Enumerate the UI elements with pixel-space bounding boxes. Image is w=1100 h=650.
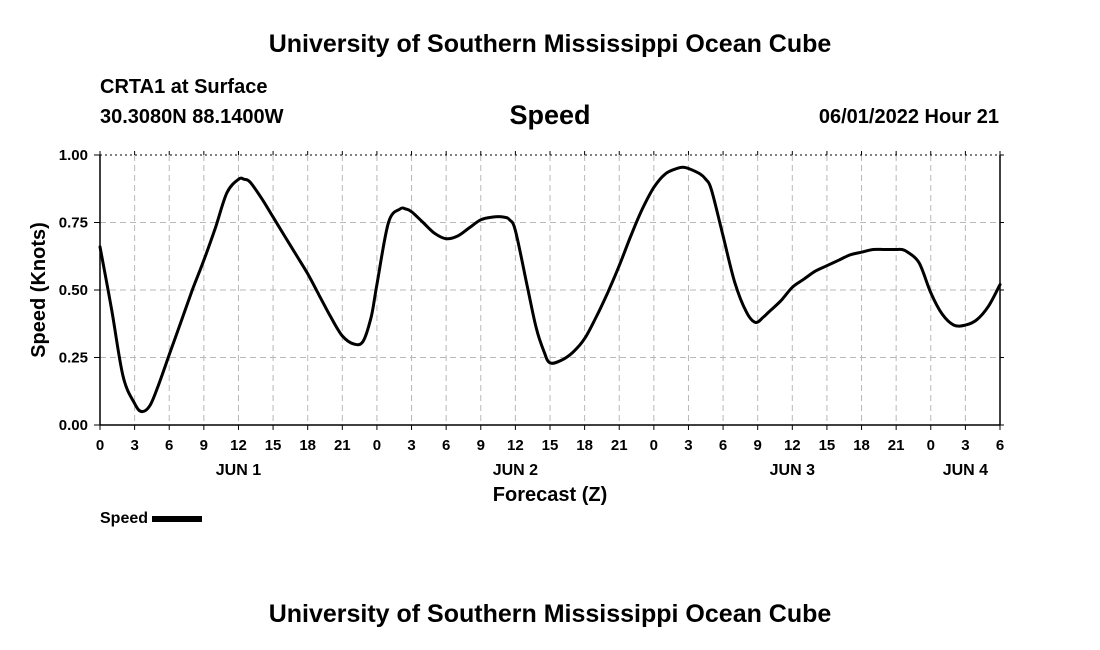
x-tick-label: 9 (477, 437, 485, 454)
day-label: JUN 3 (770, 462, 815, 479)
x-tick-label: 9 (200, 437, 208, 454)
y-tick-label: 0.75 (59, 215, 88, 232)
x-tick-label: 21 (888, 437, 905, 454)
legend: Speed (100, 510, 203, 528)
datetime-label: 06/01/2022 Hour 21 (818, 106, 999, 128)
x-tick-label: 18 (853, 437, 870, 454)
station-label: CRTA1 at Surface (100, 76, 268, 98)
axes (94, 151, 1004, 430)
x-tick-label: 0 (927, 437, 935, 454)
tick-labels: 0 3 6 9 12 15 18 21 0 3 6 9 12 15 18 21 0 3 6 9 12 15 18 21 0 3 6J… (59, 147, 1004, 479)
y-tick-label: 0.00 (59, 417, 88, 434)
legend-swatch (152, 516, 203, 522)
x-tick-label: 3 (961, 437, 969, 454)
y-tick-label: 0.25 (59, 350, 88, 367)
chart-title: Speed (509, 100, 591, 130)
x-axis-label: Forecast (Z) (493, 484, 607, 506)
x-tick-label: 6 (719, 437, 727, 454)
day-label: JUN 2 (493, 462, 538, 479)
x-tick-label: 12 (507, 437, 524, 454)
x-tick-label: 12 (230, 437, 247, 454)
x-tick-label: 3 (407, 437, 415, 454)
footer-title: University of Southern Mississippi Ocean… (268, 600, 832, 628)
x-tick-label: 3 (684, 437, 692, 454)
x-tick-label: 21 (611, 437, 628, 454)
speed-series-line (98, 165, 1002, 414)
legend-label: Speed (100, 510, 149, 527)
grid-lines (100, 154, 1000, 425)
x-tick-label: 0 (96, 437, 104, 454)
x-tick-label: 21 (334, 437, 351, 454)
x-tick-label: 6 (996, 437, 1004, 454)
y-tick-label: 1.00 (59, 147, 88, 164)
series-layer (98, 165, 1002, 414)
y-axis-label: Speed (Knots) (28, 222, 50, 358)
day-label: JUN 1 (216, 462, 261, 479)
x-tick-label: 15 (265, 437, 282, 454)
y-tick-label: 0.50 (59, 282, 88, 299)
x-tick-label: 3 (130, 437, 138, 454)
x-tick-label: 6 (165, 437, 173, 454)
x-tick-label: 9 (754, 437, 762, 454)
x-tick-label: 6 (442, 437, 450, 454)
page-title: University of Southern Mississippi Ocean… (268, 30, 832, 58)
x-tick-label: 15 (542, 437, 559, 454)
x-tick-label: 12 (784, 437, 801, 454)
x-tick-label: 0 (373, 437, 381, 454)
x-tick-label: 18 (299, 437, 316, 454)
location-label: 30.3080N 88.1400W (100, 106, 284, 128)
day-label: JUN 4 (943, 462, 988, 479)
x-tick-label: 0 (650, 437, 658, 454)
x-tick-label: 15 (819, 437, 836, 454)
x-tick-label: 18 (576, 437, 593, 454)
